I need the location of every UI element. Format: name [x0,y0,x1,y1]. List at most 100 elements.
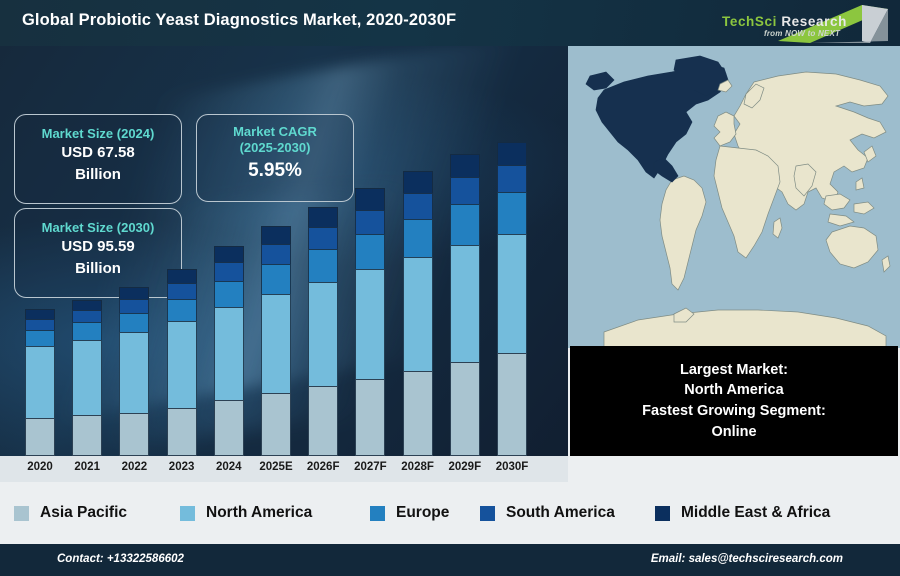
kpi-value-unit: Billion [75,166,121,183]
map-region-africa [713,145,781,259]
map-region-madagascar [772,217,783,239]
map-region-india [793,163,817,197]
bar-segment-asia-pacific [72,415,103,456]
chart-legend: Asia Pacific North America Europe South Ame… [0,482,900,544]
map-region-alaska-highlighted [585,71,615,91]
bar-segment-europe [497,191,527,236]
bar-segment-north-america [402,257,433,373]
bar-segment-middle-east-africa [402,170,433,195]
x-axis-tick-2029F: 2029F [448,461,482,473]
bar-segment-europe [402,218,433,259]
bar-segment-south-america [449,177,480,205]
largest-market-value: North America [684,382,784,399]
bar-segment-south-america [355,209,386,235]
legend-label: Middle East & Africa [681,504,831,521]
bar-segment-middle-east-africa [119,286,150,301]
bar-segment-south-america [213,262,244,282]
x-axis-tick-2023: 2023 [168,461,195,473]
stacked-bar-plot [0,46,568,456]
bar-segment-south-america [497,164,527,193]
largest-market-label: Largest Market: [680,361,788,378]
bar-2027F [355,184,386,456]
fastest-growing-segment-label: Fastest Growing Segment: [642,403,826,419]
bar-segment-middle-east-africa [213,245,244,264]
x-axis-tick-2022: 2022 [121,461,148,473]
map-region-europe [713,111,737,147]
bar-segment-europe [166,299,197,323]
bar-segment-south-america [261,244,291,266]
kpi-subtitle-period: (2025-2030) [239,140,311,156]
bar-segment-asia-pacific [166,407,197,456]
map-region-scandinavia [743,83,765,109]
bar-2022 [119,283,150,456]
bar-2028F [402,167,433,456]
world-map-svg [568,46,900,348]
legend-item-middle-east-africa[interactable]: Middle East & Africa [655,504,830,522]
x-axis-tick-2027F: 2027F [354,461,387,473]
bar-segment-middle-east-africa [308,206,339,228]
footer-contact: Contact: +13322586602 [57,553,184,565]
bar-segment-asia-pacific [261,392,291,456]
chart-panel: Market Size (2024) USD 67.58 Billion Mar… [0,46,568,456]
bar-segment-north-america [308,281,339,388]
bar-segment-europe [449,203,480,247]
bar-segment-asia-pacific [25,417,55,456]
kpi-title: Market Size (2030) [41,220,155,235]
bar-2026F [308,203,339,456]
kpi-value-primary: USD 67.58 [61,144,135,162]
bar-segment-south-america [166,283,197,301]
bar-2029F [449,150,480,456]
bar-segment-south-america [402,193,433,220]
bar-segment-north-america [213,307,244,402]
bar-2023 [166,265,197,456]
map-region-antarctic-peninsula [673,307,695,323]
bar-segment-europe [308,248,339,283]
bar-segment-asia-pacific [449,362,480,456]
bar-segment-south-america [308,226,339,250]
legend-item-north-america[interactable]: North America [180,504,312,522]
legend-item-europe[interactable]: Europe [370,504,449,522]
bar-segment-north-america [449,245,480,364]
kpi-value-primary: USD 95.59 [61,238,135,256]
bar-segment-europe [355,233,386,271]
bar-2024 [213,241,244,456]
legend-label: South America [506,504,615,521]
kpi-title: Market CAGR [233,124,317,139]
bar-2030F [497,138,527,456]
map-region-central-america-highlighted [653,157,679,183]
kpi-value-unit: Billion [75,260,121,277]
bar-segment-asia-pacific [402,371,433,456]
bar-segment-middle-east-africa [497,142,527,166]
legend-swatch-icon [180,505,195,521]
map-region-new-zealand [881,255,891,273]
logo-wordmark: TechSci Research [722,14,847,29]
map-region-australia [825,225,879,269]
map-region-greenland-highlighted [673,55,727,97]
world-map [568,46,900,348]
x-axis-tick-2020: 2020 [27,461,53,473]
bar-segment-europe [261,264,291,296]
fastest-growing-segment-value: Online [711,423,757,440]
legend-swatch-icon [480,505,495,521]
market-highlights-panel: Largest Market: North America Fastest Gr… [570,346,898,456]
legend-item-south-america[interactable]: South America [480,504,615,522]
legend-swatch-icon [370,505,385,521]
bar-segment-asia-pacific [355,378,386,456]
x-axis-tick-2025E: 2025E [259,461,293,473]
bar-segment-north-america [119,332,150,414]
page-title: Global Probiotic Yeast Diagnostics Marke… [22,11,457,29]
map-region-south-america [659,175,707,291]
bar-2021 [72,296,103,456]
legend-item-asia-pacific[interactable]: Asia Pacific [14,504,127,522]
x-axis-tick-2028F: 2028F [401,461,434,473]
bar-segment-north-america [497,234,527,354]
logo-tagline: from NOW to NEXT [764,29,841,38]
footer-bar: Contact: +13322586602 Email: sales@techs… [0,544,900,576]
bar-segment-asia-pacific [497,352,527,456]
legend-swatch-icon [655,505,670,521]
bar-segment-middle-east-africa [261,225,291,246]
brand-logo: TechSci Research from NOW to NEXT [716,2,892,44]
header-bar: Global Probiotic Yeast Diagnostics Marke… [0,0,900,46]
bar-2025E [261,222,291,456]
